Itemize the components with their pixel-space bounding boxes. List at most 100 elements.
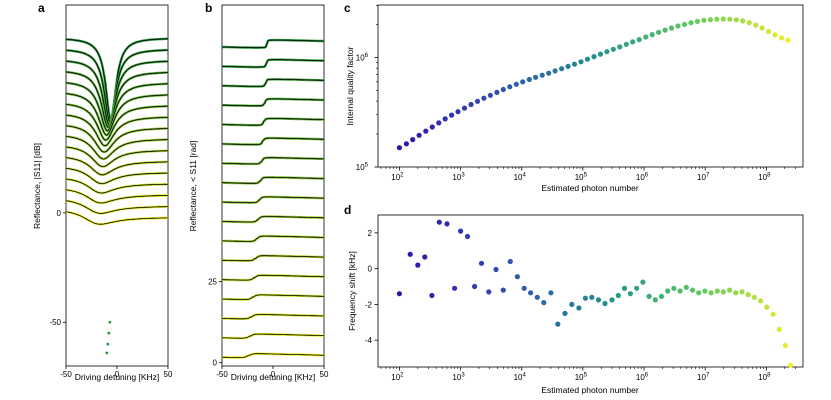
c-point xyxy=(740,18,746,24)
d-point xyxy=(548,290,554,296)
trace-b-fit-12 xyxy=(222,118,324,126)
trace-a-fit-6 xyxy=(65,103,169,141)
panel-d-label: d xyxy=(344,203,351,217)
trace-a-5 xyxy=(65,92,169,137)
d-point xyxy=(422,254,428,260)
c-point xyxy=(681,21,688,27)
c-point xyxy=(772,32,778,38)
c-point xyxy=(396,145,402,151)
trace-b-data-16 xyxy=(221,38,325,49)
trace-a-14 xyxy=(65,188,169,205)
trace-b-fit-10 xyxy=(222,157,324,165)
panel-d-ylabel: Frequency shift [kHz] xyxy=(347,251,357,331)
c-point xyxy=(533,74,539,80)
d-point xyxy=(396,291,402,297)
trace-a-3 xyxy=(65,70,169,129)
panel-b-xlabel: Driving detuning [KHz] xyxy=(231,372,316,382)
d-point xyxy=(458,228,464,234)
d-point xyxy=(541,300,547,306)
c-point xyxy=(500,86,506,93)
panel-a-ylabel: Reflectance, |S11| [dB] xyxy=(32,143,42,229)
c-point xyxy=(571,61,578,67)
c-point xyxy=(546,70,552,76)
trace-b-9 xyxy=(221,176,325,185)
d-point xyxy=(665,288,671,294)
c-xtick-label: 104 xyxy=(514,173,527,183)
c-point xyxy=(578,59,584,65)
d-point xyxy=(727,287,733,293)
panel-d-ticks: 102 103 104 105 106 107 108 2 0 -2 -4 xyxy=(365,229,796,382)
trace-b-fit-0 xyxy=(222,353,325,358)
d-xtick-label: 108 xyxy=(758,373,771,383)
d-point xyxy=(500,287,506,293)
d-point xyxy=(621,285,628,291)
trace-a-6 xyxy=(65,103,169,142)
trace-b-data-3 xyxy=(221,293,325,301)
panel-d-points xyxy=(396,219,794,368)
trace-b-15 xyxy=(221,58,325,69)
c-ytick-label: 106 xyxy=(356,53,369,63)
trace-b-7 xyxy=(221,215,325,224)
trace-b-3 xyxy=(221,293,325,301)
d-point xyxy=(534,294,540,300)
d-point xyxy=(739,289,745,295)
d-point xyxy=(683,284,689,290)
d-point xyxy=(696,290,702,296)
trace-b-0 xyxy=(221,352,325,359)
trace-b-fit-13 xyxy=(221,98,324,107)
a-xtick-label: -50 xyxy=(60,370,72,379)
d-point xyxy=(464,233,471,240)
panel-a-ticks: -50 0 50 0 -50 xyxy=(49,209,173,379)
panel-b-ticks: -50 0 50 25 0 xyxy=(208,277,329,379)
trace-a-fit-14 xyxy=(65,189,169,204)
d-point xyxy=(576,305,582,311)
panel-c-points xyxy=(396,16,791,151)
trace-a-7 xyxy=(65,113,169,147)
d-point xyxy=(658,293,665,299)
trace-a-fit-5 xyxy=(65,93,168,136)
c-point xyxy=(584,56,591,62)
d-point xyxy=(452,285,458,291)
c-point xyxy=(429,124,435,130)
c-point xyxy=(746,20,752,26)
trace-b-data-1 xyxy=(221,332,325,340)
c-ytick-label: 105 xyxy=(356,163,369,173)
c-point xyxy=(416,132,422,138)
c-point xyxy=(707,17,714,23)
c-point xyxy=(662,27,668,33)
trace-b-12 xyxy=(221,117,325,127)
panel-d-xlabel: Estimated photon number xyxy=(541,385,639,395)
c-xtick-label: 107 xyxy=(697,173,710,183)
trace-a-12 xyxy=(65,167,169,185)
c-point xyxy=(520,79,526,85)
trace-b-fit-1 xyxy=(222,333,324,339)
trace-a-fit-1 xyxy=(65,49,168,123)
c-point xyxy=(656,29,662,35)
trace-b-2 xyxy=(221,313,325,320)
trace-a-10 xyxy=(65,145,169,168)
d-point xyxy=(652,297,658,303)
panel-a-label: a xyxy=(38,1,45,15)
c-point xyxy=(461,105,468,111)
trace-a-dip-dot-2 xyxy=(108,320,112,324)
c-point xyxy=(565,63,571,69)
trace-b-11 xyxy=(221,136,325,146)
d-point xyxy=(507,258,513,265)
panel-a-traces xyxy=(65,37,169,355)
b-xtick-label: -50 xyxy=(216,370,228,379)
trace-b-fit-6 xyxy=(222,235,325,242)
trace-b-14 xyxy=(221,78,325,88)
d-xtick-label: 104 xyxy=(514,373,527,383)
b-xtick-label: 50 xyxy=(320,370,329,379)
trace-b-5 xyxy=(221,254,325,262)
c-point xyxy=(552,68,558,74)
panel-b-label: b xyxy=(205,1,212,15)
d-xtick-label: 103 xyxy=(452,373,465,383)
d-point xyxy=(733,290,739,296)
c-point xyxy=(539,72,545,78)
trace-b-1 xyxy=(221,332,325,340)
d-point xyxy=(758,298,764,304)
b-ytick-label: 25 xyxy=(208,277,217,286)
d-xtick-label: 106 xyxy=(636,373,649,383)
